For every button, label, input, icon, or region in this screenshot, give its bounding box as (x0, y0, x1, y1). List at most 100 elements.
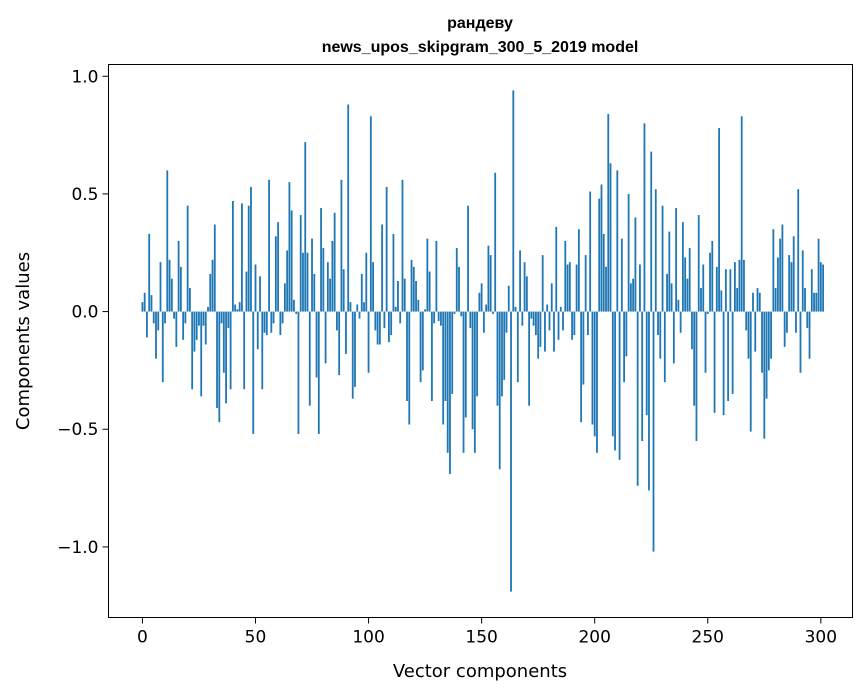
bar-207 (609, 163, 612, 312)
bar-30 (209, 273, 212, 312)
bar-79 (320, 208, 322, 312)
bar-212 (620, 238, 623, 312)
bar-256 (720, 290, 723, 312)
y-tick-label-3: 0.5 (71, 185, 98, 205)
bar-173 (532, 311, 535, 326)
bar-294 (806, 311, 809, 329)
bar-243 (691, 311, 693, 350)
bar-130 (435, 240, 438, 312)
bar-287 (790, 262, 793, 312)
bar-193 (577, 229, 580, 312)
y-axis-label: Components values (13, 252, 34, 430)
bar-295 (808, 311, 811, 359)
bar-127 (428, 271, 431, 312)
bar-282 (779, 238, 782, 312)
bar-129 (433, 311, 436, 324)
bar-228 (657, 311, 659, 336)
bar-148 (476, 311, 479, 397)
bar-86 (335, 311, 338, 331)
bar-102 (372, 262, 374, 312)
bar-151 (482, 311, 485, 333)
bar-75 (311, 238, 313, 312)
bar-84 (331, 240, 334, 312)
bar-250 (706, 311, 709, 314)
bar-219 (636, 311, 639, 486)
bar-239 (681, 222, 684, 312)
bar-51 (256, 311, 259, 350)
bar-146 (471, 311, 474, 430)
bar-267 (745, 311, 748, 331)
bar-285 (786, 311, 788, 333)
bar-134 (444, 311, 447, 402)
bar-159 (501, 311, 503, 397)
bar-258 (724, 269, 727, 312)
bar-263 (736, 288, 739, 312)
bar-62 (281, 311, 284, 324)
bar-85 (333, 212, 336, 312)
y-tick-label-1: −0.5 (57, 420, 98, 440)
bar-279 (772, 229, 775, 312)
bar-77 (315, 311, 318, 378)
bar-168 (521, 311, 524, 326)
bar-164 (512, 90, 515, 312)
bar-32 (213, 224, 216, 312)
bar-232 (666, 273, 668, 312)
bar-175 (537, 311, 540, 359)
bar-291 (799, 311, 802, 373)
bar-162 (507, 285, 510, 312)
bar-1 (143, 292, 146, 312)
bar-208 (611, 311, 614, 437)
bar-182 (553, 311, 555, 352)
bar-69 (297, 311, 300, 434)
bar-251 (709, 252, 711, 312)
bar-60 (277, 222, 280, 312)
bar-124 (421, 311, 424, 371)
bar-34 (218, 311, 221, 423)
bar-265 (740, 116, 743, 312)
bar-55 (265, 311, 268, 336)
bar-270 (752, 292, 754, 312)
bar-141 (460, 311, 463, 317)
bar-43 (238, 302, 241, 312)
bar-96 (358, 311, 361, 319)
bar-292 (801, 250, 804, 312)
bar-272 (756, 288, 759, 312)
bar-216 (629, 283, 632, 312)
bar-254 (715, 266, 718, 312)
bar-14 (173, 311, 175, 319)
bar-88 (340, 179, 343, 312)
bar-9 (161, 311, 164, 383)
bar-277 (767, 311, 770, 371)
bar-181 (550, 283, 553, 312)
bar-248 (702, 264, 705, 312)
bar-197 (587, 311, 589, 336)
bar-201 (596, 311, 598, 453)
y-tick-label-0: −1.0 (57, 538, 98, 558)
bar-255 (718, 128, 720, 312)
x-axis-label: Vector components (393, 661, 567, 682)
bar-183 (555, 226, 558, 312)
bar-36 (222, 311, 225, 373)
bar-236 (675, 208, 678, 312)
bar-110 (390, 311, 393, 336)
bar-128 (430, 311, 433, 402)
bar-204 (602, 233, 605, 312)
bar-99 (365, 252, 368, 312)
bar-112 (394, 306, 397, 312)
bar-29 (207, 306, 209, 312)
bar-188 (566, 264, 569, 312)
bar-190 (571, 311, 573, 340)
bar-22 (191, 311, 194, 390)
bar-195 (582, 311, 585, 385)
bar-113 (397, 280, 399, 312)
bar-58 (272, 311, 275, 324)
bar-241 (686, 278, 689, 312)
bar-68 (295, 311, 298, 314)
bar-247 (700, 288, 702, 312)
bar-140 (458, 266, 460, 312)
x-axis-ticks: 0 50 100 150 200 250 300 (137, 617, 837, 648)
bar-23 (193, 311, 196, 352)
x-tick-label-50: 50 (245, 628, 267, 648)
bar-45 (243, 311, 246, 390)
bar-278 (770, 311, 772, 359)
